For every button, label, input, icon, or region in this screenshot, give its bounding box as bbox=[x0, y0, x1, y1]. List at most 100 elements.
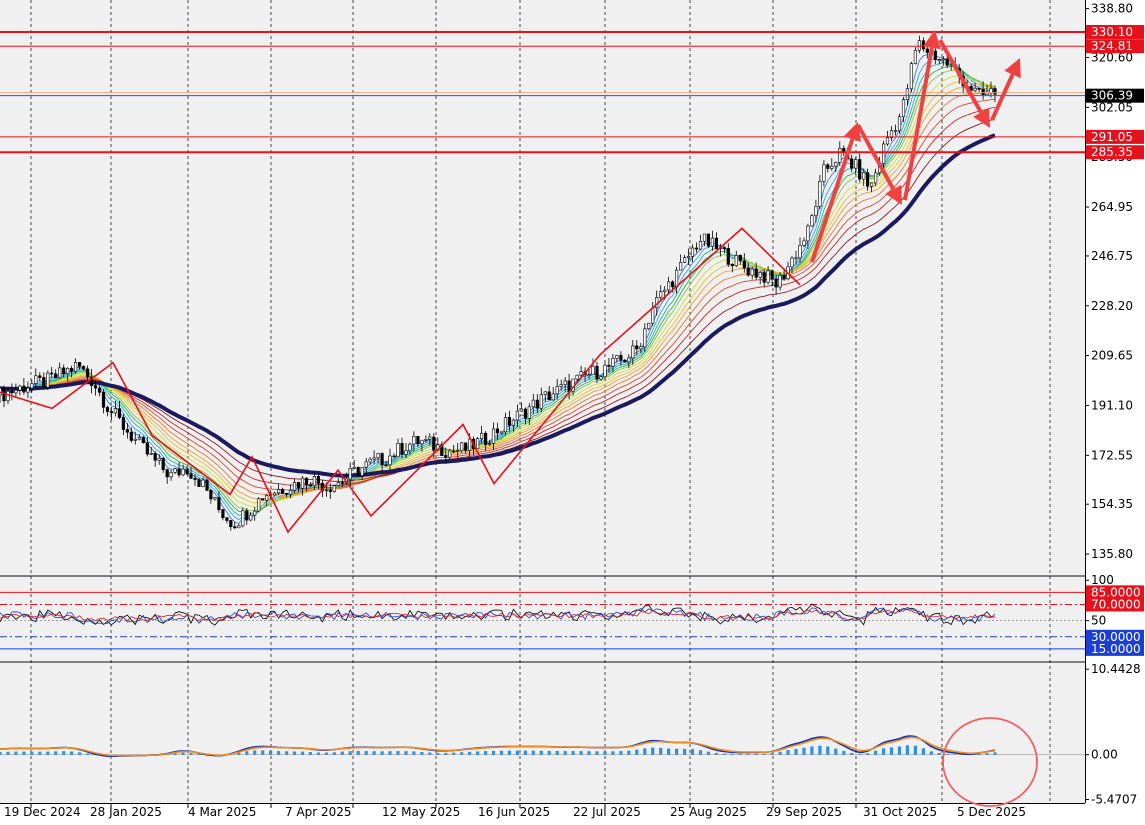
histogram-bar bbox=[404, 751, 407, 755]
histogram-bar bbox=[373, 751, 376, 755]
histogram-bar bbox=[381, 751, 384, 754]
candle-body bbox=[429, 437, 432, 439]
candle-body bbox=[779, 275, 782, 287]
histogram-bar bbox=[293, 752, 296, 755]
candle-body bbox=[548, 392, 551, 400]
candle-body bbox=[433, 437, 436, 450]
histogram-bar bbox=[675, 749, 678, 755]
candle-body bbox=[540, 395, 543, 409]
histogram-bar bbox=[540, 751, 543, 755]
histogram-bar bbox=[78, 752, 81, 754]
candle-body bbox=[401, 443, 404, 454]
candle-body bbox=[850, 159, 853, 168]
candle-body bbox=[524, 409, 527, 418]
candle-body bbox=[644, 329, 647, 347]
price-axis-tick-label: 338.80 bbox=[1091, 2, 1133, 16]
histogram-bar bbox=[874, 751, 877, 755]
x-axis-tick-label: 16 Jun 2025 bbox=[478, 805, 550, 819]
candle-body bbox=[703, 234, 706, 241]
candle-body bbox=[82, 367, 85, 369]
candle-body bbox=[691, 248, 694, 256]
histogram-bar bbox=[564, 751, 567, 755]
candle-body bbox=[194, 478, 197, 479]
candle-body bbox=[452, 451, 455, 452]
candle-body bbox=[612, 358, 615, 366]
candle-body bbox=[317, 476, 320, 483]
candle-body bbox=[906, 89, 909, 100]
histogram-bar bbox=[86, 754, 89, 755]
price-axis-tick-label: 264.95 bbox=[1091, 200, 1133, 214]
histogram-bar bbox=[755, 754, 758, 755]
histogram-bar bbox=[707, 752, 710, 755]
candle-body bbox=[667, 282, 670, 290]
candle-body bbox=[162, 458, 165, 469]
candle-body bbox=[206, 480, 209, 490]
candle-body bbox=[425, 439, 428, 440]
candle-body bbox=[767, 271, 770, 282]
candle-body bbox=[759, 273, 762, 278]
candle-body bbox=[130, 432, 133, 440]
candle-body bbox=[15, 390, 18, 393]
candle-body bbox=[70, 368, 73, 371]
candle-body bbox=[409, 444, 412, 451]
candle-body bbox=[421, 440, 424, 444]
candle-body bbox=[974, 88, 977, 90]
candle-body bbox=[78, 362, 81, 366]
histogram-bar bbox=[325, 753, 328, 755]
histogram-bar bbox=[715, 753, 718, 755]
candle-body bbox=[353, 467, 356, 468]
histogram-bar bbox=[70, 752, 73, 755]
candle-body bbox=[74, 362, 77, 371]
histogram-bar bbox=[842, 751, 845, 755]
candle-body bbox=[43, 378, 46, 388]
candle-body bbox=[214, 498, 217, 499]
candle-body bbox=[385, 465, 388, 466]
candle-body bbox=[898, 117, 901, 131]
candle-body bbox=[580, 372, 583, 376]
candle-body bbox=[536, 400, 539, 408]
histogram-bar bbox=[930, 751, 933, 754]
candle-body bbox=[11, 391, 14, 393]
candle-body bbox=[349, 468, 352, 479]
histogram-bar bbox=[468, 752, 471, 755]
histogram-bar bbox=[580, 751, 583, 755]
candle-body bbox=[636, 346, 639, 349]
candle-body bbox=[731, 264, 734, 265]
candle-body bbox=[389, 456, 392, 465]
candle-body bbox=[811, 216, 814, 226]
candle-body bbox=[560, 385, 563, 387]
histogram-bar bbox=[253, 751, 256, 755]
x-axis-tick-label: 29 Sep 2025 bbox=[766, 805, 842, 819]
histogram-bar bbox=[882, 748, 885, 754]
candle-body bbox=[803, 241, 806, 245]
candle-body bbox=[150, 453, 153, 454]
histogram-bar bbox=[683, 749, 686, 755]
candle-body bbox=[357, 467, 360, 475]
candle-body bbox=[823, 165, 826, 182]
candle-body bbox=[763, 273, 766, 283]
candle-body bbox=[373, 458, 376, 459]
candle-body bbox=[735, 255, 738, 265]
candle-body bbox=[679, 262, 682, 270]
candle-body bbox=[862, 173, 865, 180]
candle-body bbox=[544, 392, 547, 395]
histogram-bar bbox=[723, 754, 726, 755]
histogram-bar bbox=[572, 751, 575, 755]
candle-body bbox=[293, 482, 296, 490]
candle-body bbox=[727, 248, 730, 264]
histogram-bar bbox=[993, 752, 996, 754]
candle-body bbox=[94, 386, 97, 389]
histogram-bar bbox=[444, 753, 447, 755]
histogram-bar bbox=[301, 752, 304, 755]
candle-body bbox=[142, 438, 145, 443]
x-axis-tick-label: 4 Mar 2025 bbox=[188, 805, 256, 819]
candle-body bbox=[417, 436, 420, 444]
candle-body bbox=[182, 469, 185, 475]
candle-body bbox=[230, 520, 233, 526]
candle-body bbox=[556, 387, 559, 394]
candle-body bbox=[651, 308, 654, 323]
candle-body bbox=[886, 138, 889, 144]
candle-body bbox=[938, 60, 941, 61]
